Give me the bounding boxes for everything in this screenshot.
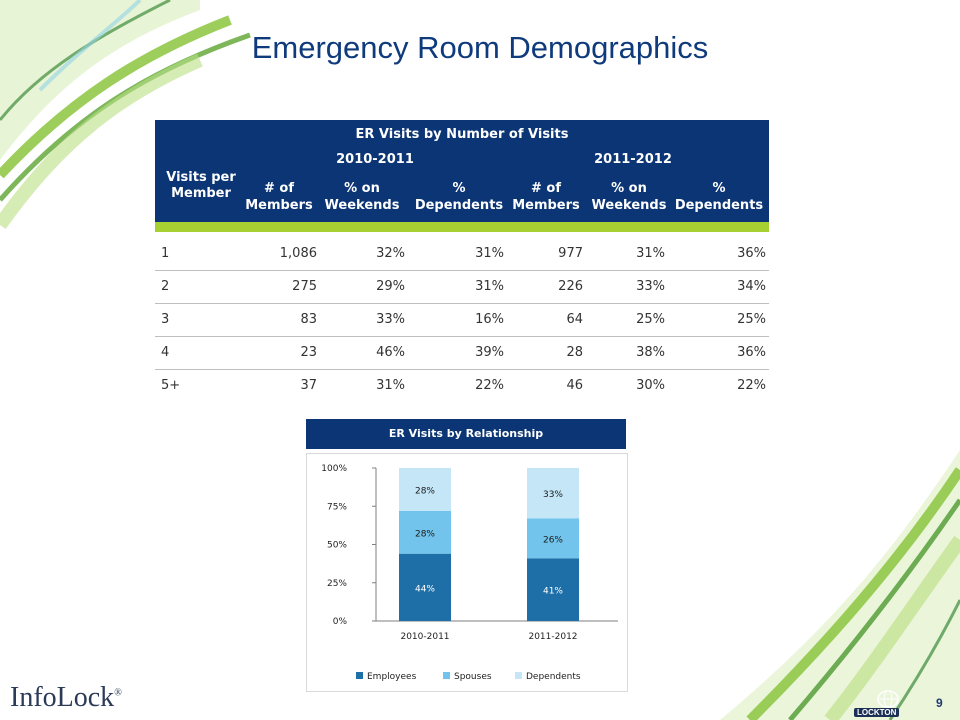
bar-segment-dependents (399, 468, 451, 511)
y-tick-label: 0% (333, 617, 348, 627)
row-label: 3 (161, 312, 170, 327)
table-cell: 22% (475, 378, 504, 393)
table-cell: 39% (475, 345, 504, 360)
table-cell: 275 (292, 279, 317, 294)
row-header-visits-per-member: Visits per Member (166, 170, 236, 201)
table-cell: 28 (566, 345, 583, 360)
table-cell: 33% (376, 312, 405, 327)
table-cell: 31% (376, 378, 405, 393)
table-cell: 34% (737, 279, 766, 294)
table-cell: 31% (475, 279, 504, 294)
table-cell: 33% (636, 279, 665, 294)
table-cell: 36% (737, 345, 766, 360)
table-cell: 1,086 (279, 246, 317, 261)
table-row: 2 275 29% 31% 226 33% 34% (155, 270, 769, 304)
row-label: 1 (161, 246, 170, 261)
page-number: 9 (936, 696, 943, 710)
period-1-header: 2010-2011 (336, 152, 414, 167)
legend-swatch-dependents (515, 672, 522, 679)
table-header: ER Visits by Number of Visits 2010-2011 … (155, 120, 769, 222)
bar-segment-dependents (527, 468, 579, 519)
table-cell: 46% (376, 345, 405, 360)
table-row: 1 1,086 32% 31% 977 31% 36% (155, 237, 769, 271)
legend-label: Employees (367, 672, 417, 682)
x-tick-label: 2011-2012 (528, 632, 577, 642)
table-cell: 29% (376, 279, 405, 294)
bar-data-label: 28% (415, 529, 435, 539)
period-2-header: 2011-2012 (594, 152, 672, 167)
col-dependents-1: % Dependents (414, 181, 504, 213)
col-weekends-2: % on Weekends (591, 181, 667, 213)
table-cell: 38% (636, 345, 665, 360)
table-cell: 25% (737, 312, 766, 327)
table-cell: 22% (737, 378, 766, 393)
table-cell: 23 (300, 345, 317, 360)
lockton-logo: LOCKTON (854, 708, 900, 717)
table-row: 4 23 46% 39% 28 38% 36% (155, 336, 769, 370)
table-cell: 83 (300, 312, 317, 327)
table-row: 5+ 37 31% 22% 46 30% 22% (155, 369, 769, 402)
table-cell: 16% (475, 312, 504, 327)
col-members-1: # of Members (245, 181, 313, 213)
bar-data-label: 26% (543, 535, 563, 545)
col-members-2: # of Members (512, 181, 580, 213)
bar-segment-spouses (399, 510, 451, 554)
bar-segment-spouses (527, 518, 579, 559)
table-caption: ER Visits by Number of Visits (355, 127, 569, 142)
bar-segment-employees (527, 558, 579, 621)
header-accent-bar (155, 222, 769, 232)
lockton-globe-icon (877, 690, 899, 708)
chart-title: ER Visits by Relationship (306, 419, 626, 449)
table-cell: 36% (737, 246, 766, 261)
stacked-bar-chart: 0% 25% 50% 75% 100% 44% 28% 28% 2010-2011 41% 26% 3… (321, 464, 618, 682)
table-row: 3 83 33% 16% 64 25% 25% (155, 303, 769, 337)
y-tick-label: 100% (321, 464, 347, 474)
bar-data-label: 33% (543, 490, 563, 500)
row-label: 5+ (161, 378, 181, 393)
bar-data-label: 28% (415, 486, 435, 496)
page-title: Emergency Room Demographics (251, 30, 709, 65)
y-tick-label: 75% (327, 502, 347, 512)
table-cell: 32% (376, 246, 405, 261)
x-tick-label: 2010-2011 (400, 632, 449, 642)
legend-swatch-spouses (443, 672, 450, 679)
table-cell: 64 (566, 312, 583, 327)
infolock-logo: InfoLock® (10, 682, 122, 713)
table-cell: 37 (300, 378, 317, 393)
col-weekends-1: % on Weekends (324, 181, 400, 213)
bar-data-label: 41% (543, 587, 563, 597)
table-cell: 30% (636, 378, 665, 393)
table-cell: 977 (558, 246, 583, 261)
row-label: 2 (161, 279, 170, 294)
table-cell: 226 (558, 279, 583, 294)
col-dependents-2: % Dependents (674, 181, 764, 213)
legend-label: Dependents (526, 672, 581, 682)
bar-data-label: 44% (415, 584, 435, 594)
bar-segment-employees (399, 553, 451, 621)
row-label: 4 (161, 345, 170, 360)
table-cell: 46 (566, 378, 583, 393)
table-cell: 31% (475, 246, 504, 261)
table-cell: 31% (636, 246, 665, 261)
y-tick-label: 50% (327, 541, 347, 551)
legend-label: Spouses (454, 672, 492, 682)
y-tick-label: 25% (327, 579, 347, 589)
legend-swatch-employees (356, 672, 363, 679)
table-cell: 25% (636, 312, 665, 327)
